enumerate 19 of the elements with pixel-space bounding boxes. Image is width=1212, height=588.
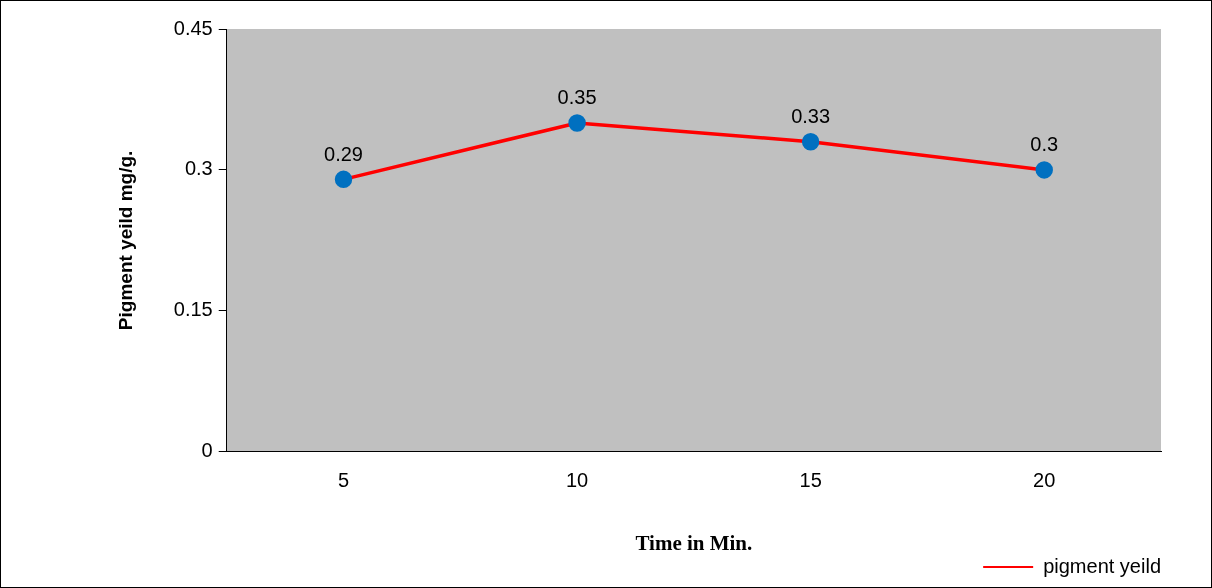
x-tick-label: 15 xyxy=(799,469,822,492)
point xyxy=(568,114,586,132)
data-label: 0.33 xyxy=(791,105,831,128)
x-tick-label: 10 xyxy=(565,469,589,492)
data-label: 0.3 xyxy=(1030,133,1059,156)
y-tick-label: 0.15 xyxy=(173,298,213,321)
point xyxy=(1035,161,1053,179)
legend-label: pigment yeild xyxy=(1043,554,1161,577)
x-axis-title: Time in Min. xyxy=(635,530,753,555)
data-label: 0.35 xyxy=(557,86,597,109)
point xyxy=(801,133,820,151)
x-tick-label: 5 xyxy=(337,469,350,492)
y-tick-label: 0.45 xyxy=(173,16,213,39)
point xyxy=(334,170,353,189)
y-axis-title: Pigment yeild mg/g. xyxy=(114,150,136,331)
x-tick-label: 20 xyxy=(1033,469,1056,492)
y-tick-label: 0.3 xyxy=(184,157,213,180)
data-label: 0.29 xyxy=(324,142,363,165)
y-tick-label: 0 xyxy=(201,439,213,462)
